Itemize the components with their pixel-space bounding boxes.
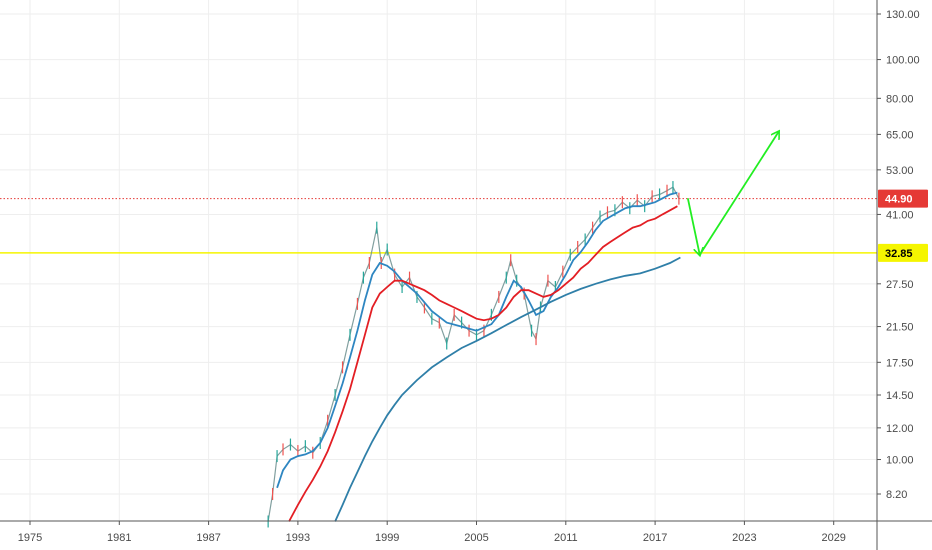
y-tick-label: 41.00 [886,209,914,221]
y-tick-label: 130.00 [886,9,920,21]
x-tick-label: 1981 [107,532,131,544]
y-tick-label: 17.50 [886,357,914,369]
annotations [686,132,779,256]
x-tick-label: 2023 [732,532,756,544]
y-tick-label: 21.50 [886,322,914,334]
price-badge-44.90 [878,189,928,208]
y-tick-label: 27.50 [886,279,914,291]
y-tick-label: 12.00 [886,423,914,435]
y-tick-label: 14.50 [886,390,914,402]
price-badge-32.85 [878,243,928,262]
moving-average-line-2 [288,205,678,522]
y-tick-label: 10.00 [886,455,914,467]
y-axis[interactable]: 130.00 100.00 80.00 65.00 53.00 41.00 27.50 21.… [877,9,920,501]
y-tick-label: 65.00 [886,129,914,141]
y-tick-label: 8.20 [886,489,907,501]
x-tick-label: 1975 [18,532,42,544]
price-badge-label: 32.85 [885,248,913,260]
series-group [267,181,681,528]
x-tick-label: 2029 [821,532,845,544]
horizontal-levels [0,198,877,254]
x-tick-label: 1999 [375,532,399,544]
y-tick-label: 80.00 [886,93,914,105]
price-badges: 44.90 32.85 [878,189,928,262]
x-tick-label: 2017 [643,532,667,544]
x-tick-label: 1987 [196,532,220,544]
y-tick-label: 100.00 [886,55,920,67]
price-badge-label: 44.90 [885,194,913,206]
annotation-arrow-0 [686,198,700,255]
x-tick-label: 2005 [464,532,488,544]
x-tick-label: 1993 [286,532,310,544]
price-series [267,186,680,522]
y-tick-label: 53.00 [886,165,914,177]
annotation-arrow-1 [698,132,779,256]
moving-average-line-3 [334,256,681,522]
x-tick-label: 2011 [554,532,578,544]
x-axis[interactable]: 1975 1981 1987 1993 1999 2005 2011 2017 2023 2029 [18,521,846,544]
grid [0,0,877,521]
